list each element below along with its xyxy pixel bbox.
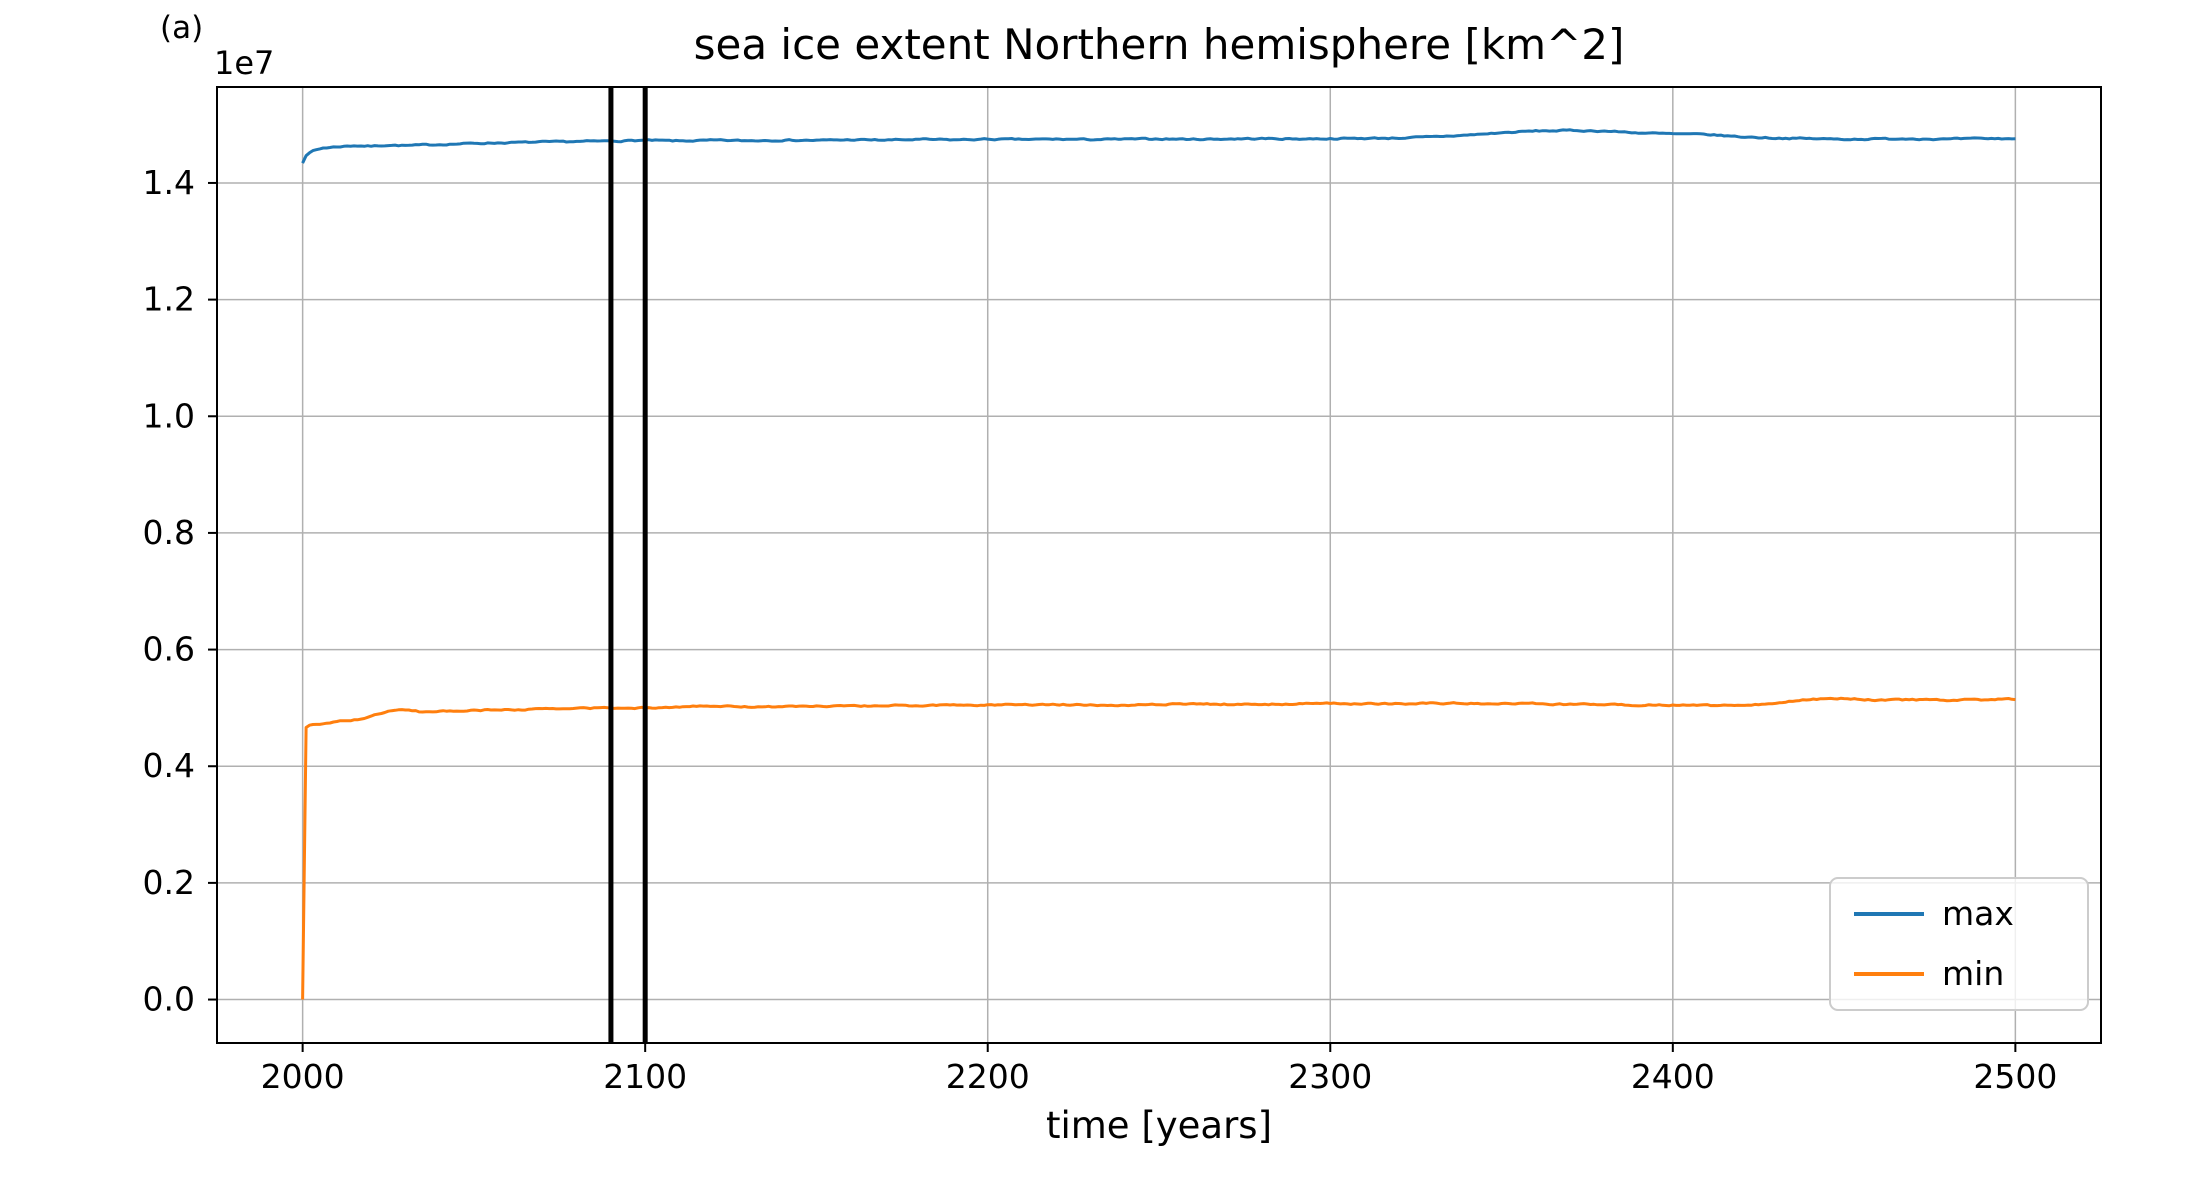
x-tick-label: 2300 bbox=[1288, 1057, 1372, 1096]
panel-label: (a) bbox=[160, 10, 204, 46]
y-tick-label: 0.8 bbox=[143, 513, 195, 552]
series-line-max bbox=[301, 128, 2016, 164]
y-tick-label: 1.4 bbox=[143, 163, 195, 202]
y-axis-offset-label: 1e7 bbox=[214, 44, 275, 82]
y-tick-label: 1.0 bbox=[143, 396, 195, 435]
legend-box bbox=[1829, 877, 2089, 1011]
legend-label-min: min bbox=[1942, 954, 2004, 993]
x-tick-label: 2200 bbox=[946, 1057, 1030, 1096]
axes-spines bbox=[216, 86, 2102, 1044]
x-tick-label: 2500 bbox=[1973, 1057, 2057, 1096]
x-tick-label: 2000 bbox=[261, 1057, 345, 1096]
y-tick-label: 0.6 bbox=[143, 630, 195, 669]
y-tick-label: 0.4 bbox=[143, 746, 195, 785]
y-tick-label: 0.0 bbox=[143, 980, 195, 1019]
x-axis-label: time [years] bbox=[1045, 1104, 1273, 1147]
chart-title: sea ice extent Northern hemisphere [km^2… bbox=[693, 20, 1625, 69]
legend-label-max: max bbox=[1942, 894, 2014, 933]
y-tick-label: 0.2 bbox=[143, 863, 195, 902]
series-line-min bbox=[301, 696, 2016, 1000]
y-tick-label: 1.2 bbox=[143, 280, 195, 319]
x-tick-label: 2400 bbox=[1631, 1057, 1715, 1096]
x-tick-label: 2100 bbox=[603, 1057, 687, 1096]
